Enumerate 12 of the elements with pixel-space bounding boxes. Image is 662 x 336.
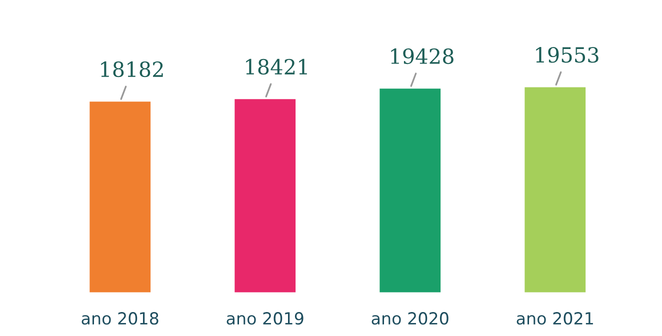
bar bbox=[234, 99, 296, 292]
bar bbox=[524, 87, 586, 292]
bar bbox=[380, 88, 441, 292]
data-label: 19553 bbox=[536, 47, 598, 63]
bar bbox=[90, 102, 151, 292]
x-tick-label: ano 2021 bbox=[516, 312, 593, 325]
x-tick-label: ano 2019 bbox=[226, 312, 304, 325]
data-label: 18182 bbox=[101, 61, 163, 78]
data-label: 18421 bbox=[246, 58, 307, 75]
x-tick-label: ano 2020 bbox=[372, 312, 448, 325]
data-label: 19428 bbox=[391, 48, 454, 64]
x-tick-label: ano 2018 bbox=[82, 312, 158, 325]
